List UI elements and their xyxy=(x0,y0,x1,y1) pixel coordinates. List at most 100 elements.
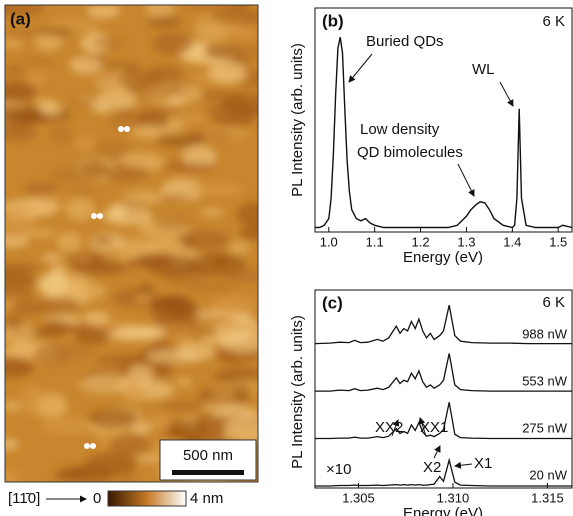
grain xyxy=(37,273,71,296)
x-tick-label: 1.315 xyxy=(531,490,564,505)
colorbar-min: 0 xyxy=(93,490,101,507)
grain xyxy=(196,315,240,329)
grain xyxy=(101,165,150,182)
series-label: 20 nW xyxy=(529,467,567,482)
arrow xyxy=(418,417,427,437)
plot-frame xyxy=(314,289,573,489)
grain xyxy=(11,299,46,316)
grain xyxy=(5,64,25,75)
arrow xyxy=(433,445,441,459)
panel-label: (b) xyxy=(322,11,344,30)
grain xyxy=(137,283,155,294)
grain xyxy=(92,236,114,246)
grain xyxy=(42,319,70,335)
spectrum xyxy=(315,457,572,487)
afm-frame xyxy=(4,4,259,483)
spectrum xyxy=(314,304,572,345)
arrow xyxy=(454,461,473,469)
panel-label: (a) xyxy=(10,9,31,28)
annotation: X2 xyxy=(423,459,441,476)
dot xyxy=(90,443,96,449)
arrow xyxy=(391,419,400,437)
annotation: XX2 xyxy=(375,419,403,436)
grain xyxy=(21,385,44,408)
panel-b: (b) 6 K Buried QDs WL Low density QD bim… xyxy=(289,7,573,266)
arrow xyxy=(499,81,514,107)
colorbar xyxy=(107,490,187,507)
grain xyxy=(188,182,245,197)
grain xyxy=(5,215,35,240)
grain xyxy=(22,56,57,66)
grain xyxy=(135,111,170,130)
grain xyxy=(130,422,152,435)
x-axis-label: Energy (eV) xyxy=(403,249,483,266)
grain xyxy=(41,416,97,435)
grain xyxy=(34,33,63,52)
grain xyxy=(5,314,24,330)
grain xyxy=(154,216,193,230)
grain xyxy=(36,392,68,417)
grain xyxy=(68,56,103,73)
grain xyxy=(182,145,217,169)
x-tick-label: 1.1 xyxy=(366,234,384,249)
temperature: 6 K xyxy=(542,294,565,311)
grain xyxy=(188,252,247,277)
series-label: 553 nW xyxy=(522,373,568,388)
grain xyxy=(176,230,231,250)
grain xyxy=(39,102,62,117)
grain xyxy=(148,295,191,309)
grain xyxy=(91,98,113,114)
annotation: QD bimolecules xyxy=(357,144,463,161)
grain xyxy=(130,125,162,139)
annotation: Buried QDs xyxy=(366,33,444,50)
grain xyxy=(5,355,36,375)
grain xyxy=(239,224,258,241)
series-label: 988 nW xyxy=(522,326,568,341)
grain xyxy=(208,61,247,84)
grain xyxy=(147,16,182,28)
grain xyxy=(94,35,124,50)
grain xyxy=(86,5,121,19)
grain xyxy=(128,364,153,386)
grain xyxy=(5,124,38,142)
grain xyxy=(75,136,95,151)
grain xyxy=(145,5,175,18)
grain xyxy=(24,182,61,196)
direction: [11̄0] xyxy=(8,490,40,507)
grain xyxy=(74,329,110,346)
grain xyxy=(49,124,73,145)
spectrum xyxy=(315,402,572,440)
y-axis-label: PL Intensity (arb. units) xyxy=(289,43,306,197)
grain xyxy=(70,187,96,196)
annotation: WL xyxy=(472,61,495,78)
dot xyxy=(84,443,90,449)
grain xyxy=(118,70,161,90)
plot-frame xyxy=(314,7,573,233)
x-tick-label: 1.2 xyxy=(412,234,430,249)
grain xyxy=(199,207,225,217)
dot xyxy=(124,126,130,132)
colorbar-max: 4 nm xyxy=(190,490,223,507)
grain xyxy=(41,253,63,262)
grain xyxy=(5,206,36,215)
grain xyxy=(152,32,193,55)
annotation: Low density xyxy=(360,121,440,138)
grain xyxy=(5,271,37,290)
grain xyxy=(5,39,23,49)
grain xyxy=(210,296,258,315)
grain xyxy=(211,406,258,420)
x-tick-label: 1.310 xyxy=(437,490,470,505)
spectrum xyxy=(315,36,573,229)
grain xyxy=(65,197,95,221)
grain xyxy=(64,467,90,480)
grain xyxy=(27,71,46,87)
spectrum xyxy=(315,353,572,392)
grain xyxy=(164,420,210,439)
grain xyxy=(161,163,216,172)
grain xyxy=(114,325,167,339)
grain xyxy=(5,469,21,482)
grain xyxy=(158,401,205,411)
grain xyxy=(87,408,138,429)
temperature: 6 K xyxy=(542,13,565,30)
